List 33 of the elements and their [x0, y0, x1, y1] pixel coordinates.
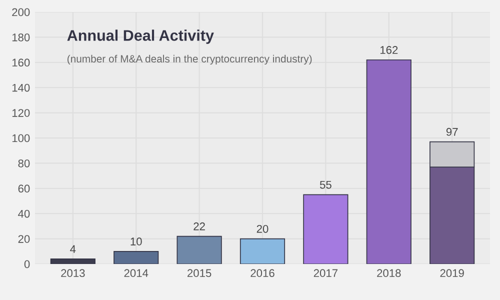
bar [303, 194, 348, 264]
bar [114, 250, 159, 264]
y-tick-label: 120 [12, 109, 30, 117]
x-tick-label: 2013 [61, 269, 85, 278]
x-tick-label: 2016 [250, 269, 274, 278]
text: Annual Deal Activity [67, 30, 214, 44]
y-tick-label: 200 [12, 8, 30, 16]
y-tick-label: 180 [12, 33, 30, 42]
y-tick-label: 20 [18, 235, 30, 243]
y-tick-label: 0 [24, 260, 30, 268]
y-tick-label: 100 [12, 134, 30, 142]
data-label: 55 [320, 180, 332, 189]
x-tick-label: 2018 [377, 269, 401, 278]
data-label: 4 [70, 245, 76, 253]
y-tick-label: 140 [12, 84, 30, 92]
x-tick-label: 2019 [440, 269, 464, 278]
total-label: 97 [446, 128, 458, 136]
data-label: 22 [194, 222, 205, 230]
data-label: 10 [130, 238, 142, 246]
data-label: 162 [380, 46, 398, 54]
bar [240, 238, 286, 264]
x-tick-label: 2014 [124, 269, 148, 278]
x-tick-label: 2015 [188, 269, 212, 278]
text: (number of M&A deals in the cryptocurrency industry) [67, 54, 312, 65]
bar [50, 258, 96, 264]
x-tick-label: 2017 [314, 269, 338, 278]
y-tick-label: 40 [18, 210, 30, 218]
y-tick-label: 160 [12, 58, 30, 67]
data-label: 20 [256, 224, 268, 233]
bar [176, 236, 222, 264]
y-tick-label: 60 [18, 184, 30, 193]
bar [366, 59, 412, 264]
y-tick-label: 80 [18, 159, 30, 168]
